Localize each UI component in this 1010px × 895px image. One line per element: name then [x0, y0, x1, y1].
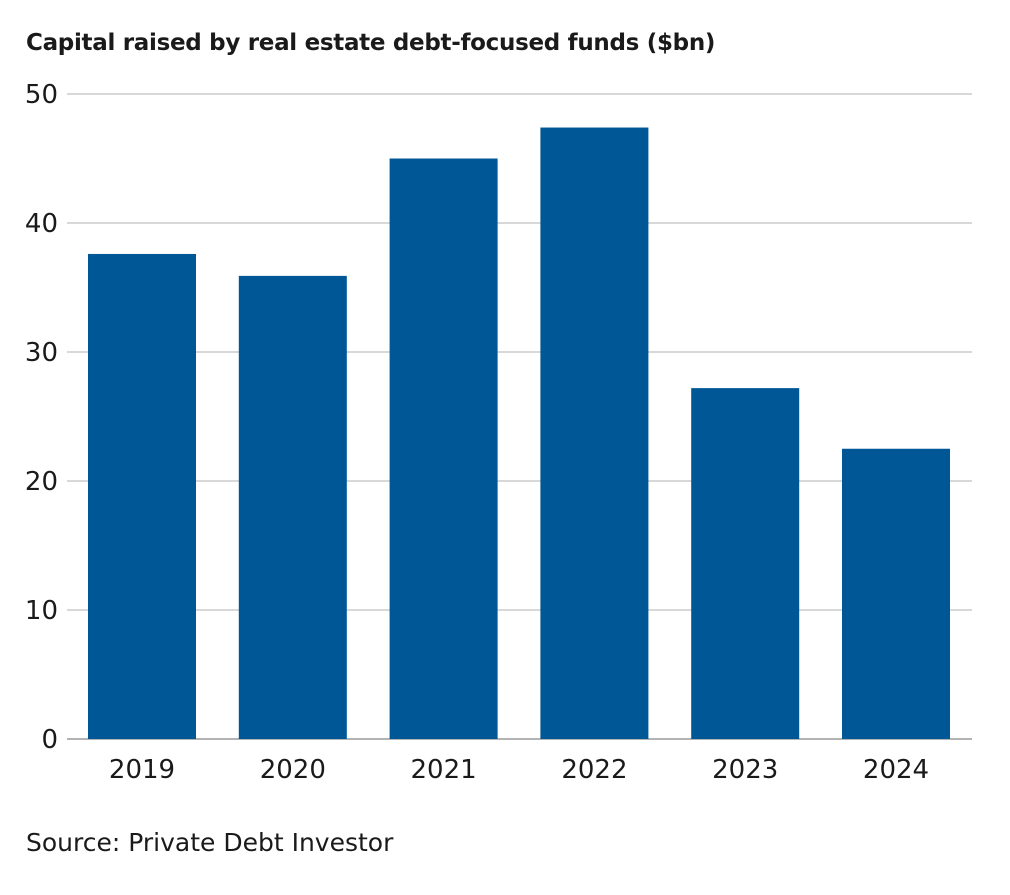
gridlines	[67, 93, 972, 740]
y-tick-label: 10	[25, 596, 58, 626]
bar-2019	[88, 253, 196, 739]
bar-2020	[238, 275, 347, 739]
x-tick-label: 2023	[712, 755, 778, 785]
source-note: Source: Private Debt Investor	[26, 828, 394, 857]
bar-2023	[691, 388, 800, 739]
bar-2024	[842, 448, 950, 739]
x-tick-label: 2022	[561, 755, 627, 785]
x-axis-tick-labels: 2019 2020 2021 2022 2023 2024	[109, 755, 929, 785]
y-tick-label: 30	[25, 338, 58, 368]
chart-title: Capital raised by real estate debt-focus…	[26, 30, 716, 56]
x-tick-label: 2024	[863, 755, 929, 785]
y-tick-label: 40	[25, 209, 58, 239]
x-tick-label: 2021	[411, 755, 477, 785]
bar-2021	[389, 158, 498, 739]
y-tick-label: 0	[41, 725, 58, 755]
x-tick-label: 2019	[109, 755, 175, 785]
y-axis-tick-labels: 0 10 20 30 40 50	[25, 80, 58, 755]
y-tick-label: 20	[25, 467, 58, 497]
x-tick-label: 2020	[260, 755, 326, 785]
y-tick-label: 50	[25, 80, 58, 110]
bar-2022	[540, 127, 649, 740]
bars	[88, 127, 950, 740]
